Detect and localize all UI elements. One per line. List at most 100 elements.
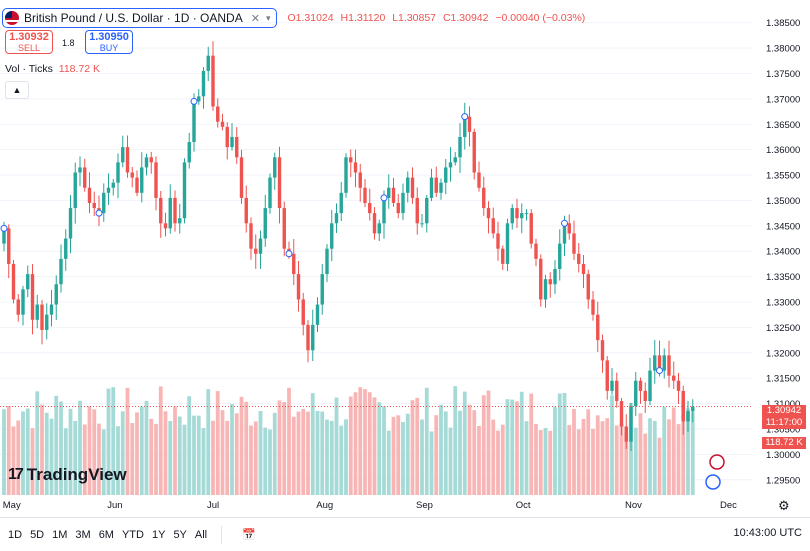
candle-body — [657, 355, 662, 371]
range-3m[interactable]: 3M — [75, 528, 91, 541]
volume-bar — [187, 396, 192, 495]
volume-bar — [652, 420, 657, 495]
range-1d[interactable]: 1D — [8, 528, 23, 541]
chevron-down-icon[interactable]: ▾ — [265, 12, 271, 23]
y-tick-label: 1.33500 — [766, 272, 800, 283]
volume-bar — [548, 430, 553, 495]
candle-body — [363, 187, 367, 203]
candle-body — [173, 197, 177, 224]
volume-bar — [348, 396, 353, 495]
volume-bar — [562, 392, 567, 495]
sell-price: 1.30932 — [9, 31, 49, 43]
candle-body — [73, 172, 77, 209]
volume-bar — [396, 415, 401, 495]
range-all[interactable]: All — [194, 528, 208, 541]
candle-body — [111, 182, 115, 188]
candle-body — [515, 208, 519, 219]
settings-gear-icon[interactable]: ⚙ — [778, 498, 790, 513]
volume-value: 118.72 K — [58, 63, 101, 75]
candle-body — [600, 340, 605, 361]
volume-bar — [671, 407, 676, 495]
candle-body — [624, 426, 628, 442]
volume-bar — [6, 405, 11, 495]
volume-bar — [144, 400, 149, 495]
candle-body — [439, 182, 443, 193]
candle-body — [596, 314, 600, 341]
candle-body — [581, 263, 586, 275]
range-1m[interactable]: 1M — [52, 528, 68, 541]
volume-bar — [358, 387, 363, 495]
y-tick-label: 1.36500 — [766, 120, 800, 131]
buy-price: 1.30950 — [89, 31, 129, 43]
volume-bar — [310, 393, 315, 495]
candle-body — [339, 192, 343, 214]
candle-body — [197, 96, 201, 102]
volume-bar — [87, 405, 92, 495]
gbp-usd-flag-icon — [5, 11, 19, 25]
volume-bar — [633, 427, 638, 495]
volume-bar — [120, 411, 125, 495]
buy-button[interactable]: 1.30950 BUY — [85, 30, 133, 54]
collapse-legend-button[interactable]: ▲ — [5, 81, 29, 99]
volume-bar — [410, 400, 415, 495]
volume-bar — [258, 411, 263, 495]
chevron-up-icon: ▲ — [12, 85, 22, 95]
volume-bar — [63, 428, 68, 495]
volume-bar — [163, 411, 168, 495]
y-tick-label: 1.32500 — [766, 323, 800, 334]
candle-body — [292, 253, 296, 275]
tradingview-logo[interactable]: 17 TradingView — [8, 465, 127, 485]
symbol-title: British Pound / U.S. Dollar · 1D · OANDA — [24, 11, 243, 25]
volume-bar — [448, 427, 453, 495]
volume-bar — [320, 411, 325, 495]
volume-bar — [68, 408, 73, 495]
x-tick-label: Jul — [207, 500, 219, 511]
volume-bar — [515, 401, 519, 495]
range-5d[interactable]: 5D — [30, 528, 45, 541]
candle-body — [548, 279, 552, 285]
volume-bar — [377, 402, 382, 495]
candle-body — [334, 213, 339, 224]
close-icon[interactable]: ✕ — [250, 12, 260, 25]
x-tick-label: Oct — [516, 500, 531, 511]
volume-bar — [676, 424, 681, 495]
candle-body — [353, 162, 358, 173]
volume-bar — [429, 431, 434, 495]
candle-body — [349, 157, 353, 163]
volume-bar — [657, 437, 662, 495]
candle-body — [458, 136, 462, 158]
volume-bar — [519, 391, 524, 495]
volume-bar — [334, 397, 339, 495]
candle-body — [11, 263, 16, 300]
volume-bar — [595, 415, 600, 495]
volume-bar — [97, 423, 101, 495]
candle-body — [311, 324, 315, 351]
range-5y[interactable]: 5Y — [173, 528, 187, 541]
candle-body — [463, 116, 467, 137]
candle-body — [140, 167, 144, 193]
candle-body — [662, 355, 666, 371]
volume-bar — [234, 413, 239, 495]
volume-bar — [453, 386, 458, 495]
volume-bar — [439, 404, 443, 495]
candle-body — [21, 289, 25, 315]
range-6m[interactable]: 6M — [98, 528, 114, 541]
volume-bar — [49, 418, 54, 495]
range-1y[interactable]: 1Y — [151, 528, 166, 541]
volume-bar — [690, 411, 695, 495]
y-tick-label: 1.30500 — [766, 424, 800, 435]
volume-bar — [477, 425, 481, 495]
candle-body — [558, 243, 562, 270]
range-ytd[interactable]: YTD — [121, 528, 144, 541]
sell-button[interactable]: 1.30932 SELL — [5, 30, 53, 54]
candle-body — [539, 258, 543, 300]
tradingview-logo-text: TradingView — [26, 465, 127, 484]
volume-bar — [405, 413, 410, 495]
candle-body — [615, 380, 619, 402]
candle-body — [672, 375, 676, 381]
symbol-search-box[interactable]: British Pound / U.S. Dollar · 1D · OANDA… — [2, 8, 278, 28]
volume-bar — [40, 404, 44, 495]
candle-body — [116, 162, 120, 183]
calendar-goto-icon[interactable]: 📅 — [242, 529, 256, 541]
